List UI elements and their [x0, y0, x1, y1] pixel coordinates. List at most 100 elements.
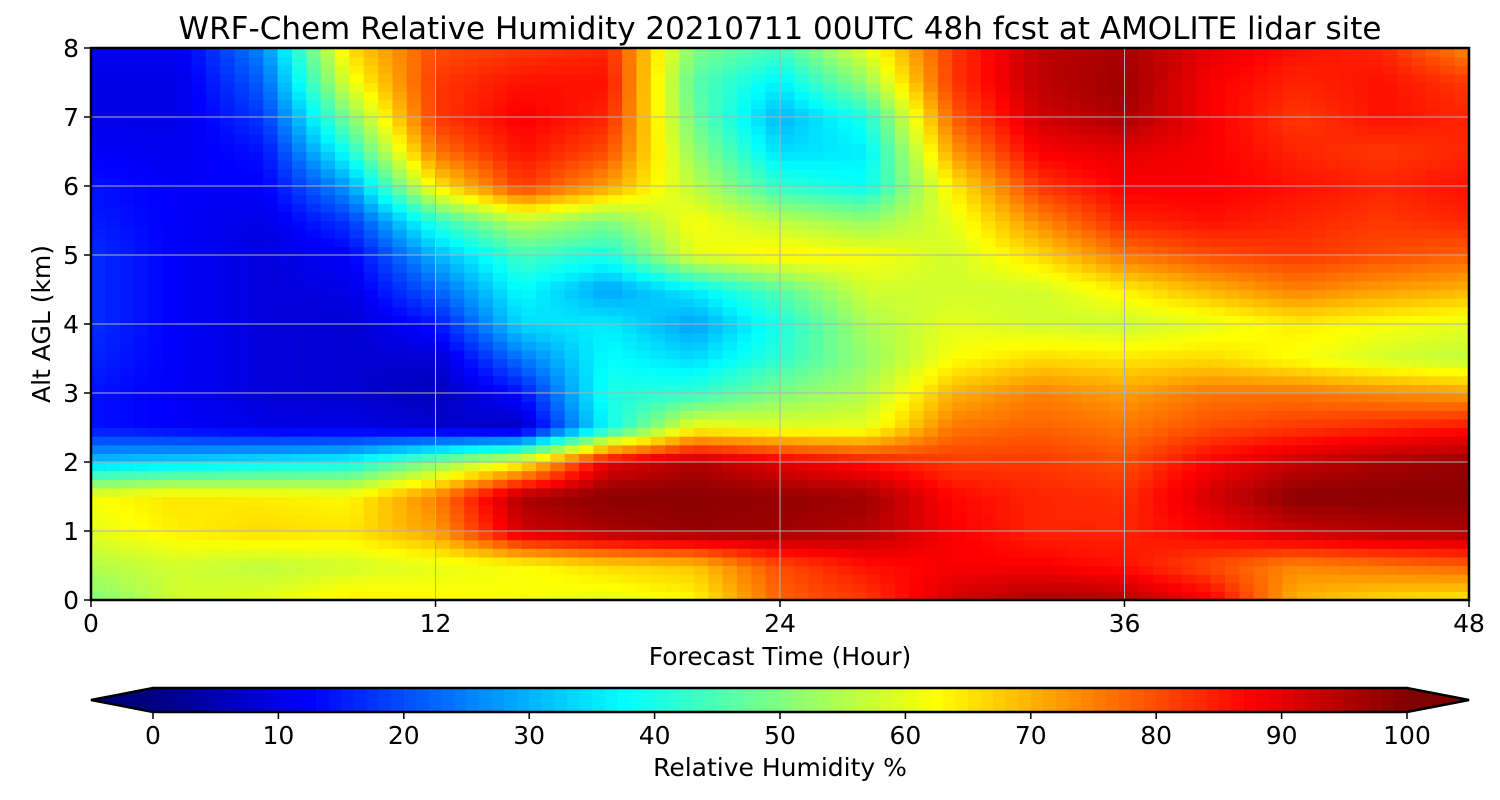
heatmap-cell [1038, 349, 1054, 360]
heatmap-cell [708, 280, 724, 291]
heatmap-cell [1024, 186, 1039, 196]
heatmap-cell [1095, 556, 1111, 567]
heatmap-cell [1397, 444, 1413, 454]
heatmap-cell [378, 539, 394, 549]
heatmap-cell [1024, 160, 1039, 170]
heatmap-cell [909, 522, 925, 532]
heatmap-cell [909, 280, 925, 291]
heatmap-cell [1181, 427, 1197, 437]
heatmap-cell [1296, 384, 1312, 394]
heatmap-cell [291, 574, 307, 584]
heatmap-cell [263, 151, 279, 161]
heatmap-cell [1038, 151, 1054, 161]
heatmap-cell [923, 272, 939, 282]
heatmap-cell [435, 565, 451, 575]
heatmap-cell [550, 255, 566, 265]
heatmap-cell [220, 272, 236, 282]
heatmap-cell [521, 237, 537, 247]
heatmap-cell [650, 263, 666, 273]
heatmap-cell [464, 401, 480, 411]
heatmap-cell [1239, 444, 1255, 454]
heatmap-cell [650, 556, 666, 567]
heatmap-cell [263, 462, 279, 472]
heatmap-cell [464, 522, 480, 532]
heatmap-cell [220, 513, 236, 523]
heatmap-cell [1411, 565, 1427, 575]
heatmap-cell [550, 496, 566, 506]
heatmap-cell [708, 574, 724, 584]
heatmap-cell [1224, 168, 1240, 178]
heatmap-cell [851, 289, 867, 299]
heatmap-cell [1124, 263, 1140, 273]
heatmap-cell [579, 410, 594, 420]
heatmap-cell [1167, 263, 1183, 273]
heatmap-cell [679, 531, 695, 541]
heatmap-cell [1282, 531, 1298, 541]
heatmap-cell [765, 194, 781, 204]
heatmap-cell [1339, 384, 1355, 394]
heatmap-cell [866, 186, 882, 196]
heatmap-cell [1368, 479, 1384, 489]
heatmap-cell [794, 487, 810, 498]
heatmap-cell [579, 444, 594, 454]
heatmap-cell [435, 220, 451, 230]
heatmap-cell [808, 229, 824, 239]
heatmap-cell [851, 332, 867, 342]
heatmap-cell [205, 298, 221, 308]
heatmap-cell [851, 531, 867, 541]
heatmap-cell [535, 539, 551, 549]
heatmap-cell [1425, 574, 1441, 584]
heatmap-cell [794, 444, 810, 454]
heatmap-cell [1354, 531, 1370, 541]
heatmap-cell [392, 332, 408, 342]
heatmap-cell [1095, 298, 1111, 308]
heatmap-cell [277, 332, 293, 342]
heatmap-cell [579, 220, 594, 230]
heatmap-cell [134, 263, 150, 273]
heatmap-cell [722, 177, 738, 187]
heatmap-cell [1067, 522, 1083, 532]
heatmap-cell [909, 306, 925, 316]
heatmap-cell [1052, 358, 1068, 368]
heatmap-cell [1196, 418, 1212, 429]
heatmap-cell [765, 591, 781, 601]
heatmap-cell [335, 358, 350, 368]
heatmap-cell [306, 574, 322, 584]
heatmap-cell [1382, 453, 1398, 463]
heatmap-cell [650, 220, 666, 230]
heatmap-cell [435, 237, 451, 247]
heatmap-cell [794, 565, 810, 575]
heatmap-cell [952, 522, 968, 532]
heatmap-cell [248, 479, 264, 489]
heatmap-cell [593, 418, 609, 429]
heatmap-cell [1253, 401, 1269, 411]
heatmap-cell [1368, 194, 1384, 204]
heatmap-cell [923, 375, 939, 385]
heatmap-cell [1239, 384, 1255, 394]
heatmap-cell [478, 203, 494, 213]
heatmap-cell [1095, 479, 1111, 489]
heatmap-cell [1167, 177, 1183, 187]
heatmap-cell [1038, 591, 1054, 601]
heatmap-cell [665, 194, 681, 204]
heatmap-cell [665, 324, 681, 334]
heatmap-cell [1081, 358, 1097, 368]
heatmap-cell [1354, 591, 1370, 601]
heatmap-cell [937, 306, 953, 316]
heatmap-cell [851, 246, 867, 256]
heatmap-cell [1253, 203, 1269, 213]
heatmap-cell [708, 324, 724, 334]
heatmap-cell [808, 220, 824, 230]
heatmap-cell [708, 393, 724, 403]
heatmap-cell [1368, 237, 1384, 247]
heatmap-cell [823, 289, 839, 299]
heatmap-cell [521, 462, 537, 472]
heatmap-cell [607, 470, 623, 480]
heatmap-cell [622, 436, 638, 446]
heatmap-cell [1067, 341, 1083, 351]
heatmap-cell [363, 513, 379, 523]
heatmap-cell [1268, 186, 1283, 196]
heatmap-cell [148, 229, 164, 239]
heatmap-cell [980, 375, 996, 385]
heatmap-cell [593, 539, 609, 549]
